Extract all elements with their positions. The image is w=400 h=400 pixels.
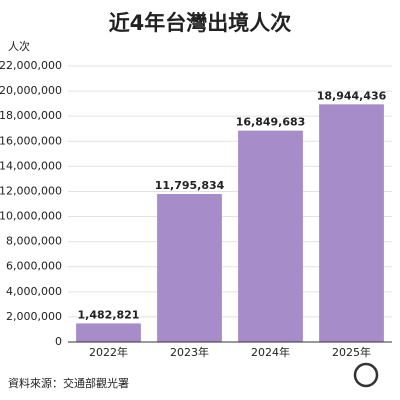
y-tick-label: 6,000,000: [6, 260, 62, 273]
y-tick-label: 2,000,000: [6, 310, 62, 323]
y-axis-label: 人次: [8, 39, 30, 53]
y-tick-label: 14,000,000: [0, 159, 62, 172]
chart-title: 近4年台灣出境人次: [109, 11, 292, 35]
y-tick-label: 4,000,000: [6, 285, 62, 298]
y-tick-label: 22,000,000: [0, 59, 62, 72]
y-tick-label: 18,000,000: [0, 109, 62, 122]
bar: [157, 194, 222, 342]
x-tick-label: 2023年: [170, 345, 209, 359]
bar: [238, 130, 303, 342]
value-label: 11,795,834: [155, 179, 225, 192]
value-label: 16,849,683: [236, 116, 306, 129]
y-tick-label: 12,000,000: [0, 184, 62, 197]
value-label: 1,482,821: [78, 308, 140, 321]
y-tick-label: 20,000,000: [0, 84, 62, 97]
logo: [353, 362, 379, 388]
bar: [76, 323, 141, 342]
x-tick-label: 2025年: [332, 345, 371, 359]
y-tick-label: 10,000,000: [0, 210, 62, 223]
bar: [319, 104, 384, 343]
source: 資料來源：交通部觀光署: [8, 376, 129, 390]
value-label: 18,944,436: [317, 89, 387, 102]
x-tick-label: 2022年: [89, 345, 128, 359]
y-tick-label: 8,000,000: [6, 235, 62, 248]
x-tick-label: 2024年: [251, 345, 290, 359]
y-tick-label: 0: [55, 335, 62, 348]
y-tick-label: 16,000,000: [0, 134, 62, 147]
